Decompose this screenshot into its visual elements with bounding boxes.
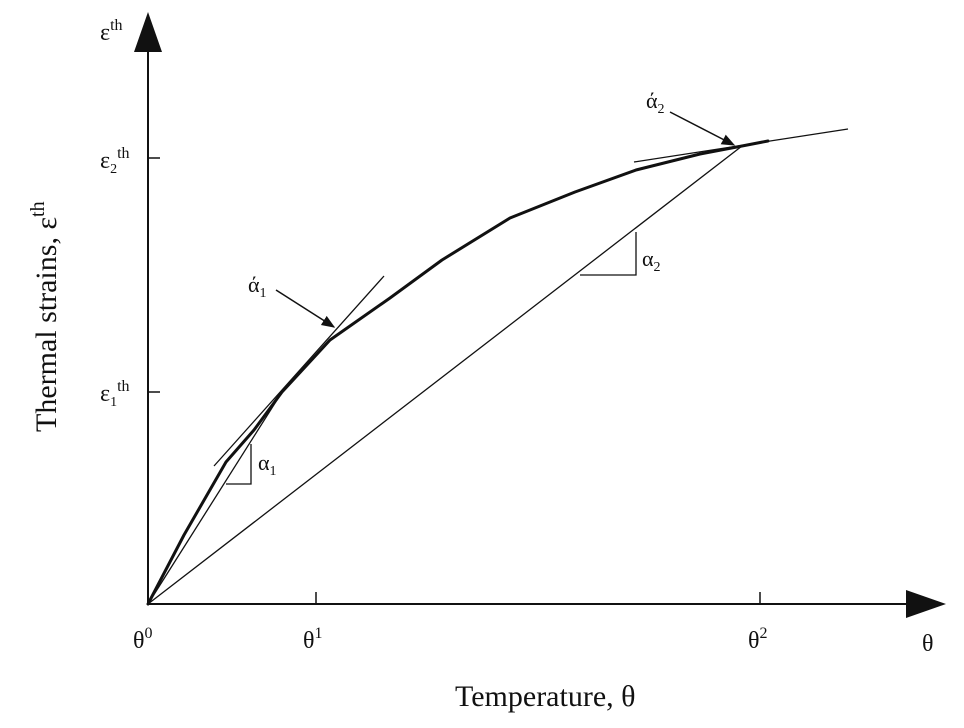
y-axis-title: Thermal strains, εth bbox=[27, 201, 63, 432]
x-tick-label-theta2: θ2 bbox=[748, 625, 768, 654]
slope-triangle-1 bbox=[226, 444, 252, 485]
x-tick-label-theta1: θ1 bbox=[303, 625, 323, 654]
label-alpha1-tangent: ά1 bbox=[248, 272, 267, 301]
y-tick-label-eps2: ε2th bbox=[100, 145, 130, 177]
label-alpha1-secant: α1 bbox=[258, 450, 277, 479]
x-tick-label-theta0: θ0 bbox=[133, 625, 153, 654]
secant-line-1 bbox=[147, 391, 283, 605]
x-axis-symbol: θ bbox=[922, 631, 934, 657]
label-alpha2-secant: α2 bbox=[642, 246, 661, 275]
y-axis-arrowhead bbox=[134, 12, 162, 52]
annotation-arrow-1 bbox=[275, 289, 336, 328]
tangent-line-1 bbox=[213, 275, 385, 467]
annotation-arrow-2 bbox=[669, 111, 736, 146]
label-alpha2-tangent: ά2 bbox=[646, 88, 665, 117]
secant-line-2 bbox=[147, 145, 743, 605]
x-axis-arrowhead bbox=[906, 590, 946, 618]
y-axis-symbol: εth bbox=[100, 17, 123, 46]
slope-triangle-2 bbox=[580, 232, 637, 276]
thermal-strain-curve bbox=[146, 139, 770, 606]
y-tick-label-eps1: ε1th bbox=[100, 378, 130, 410]
x-axis-title: Temperature, θ bbox=[455, 680, 636, 713]
